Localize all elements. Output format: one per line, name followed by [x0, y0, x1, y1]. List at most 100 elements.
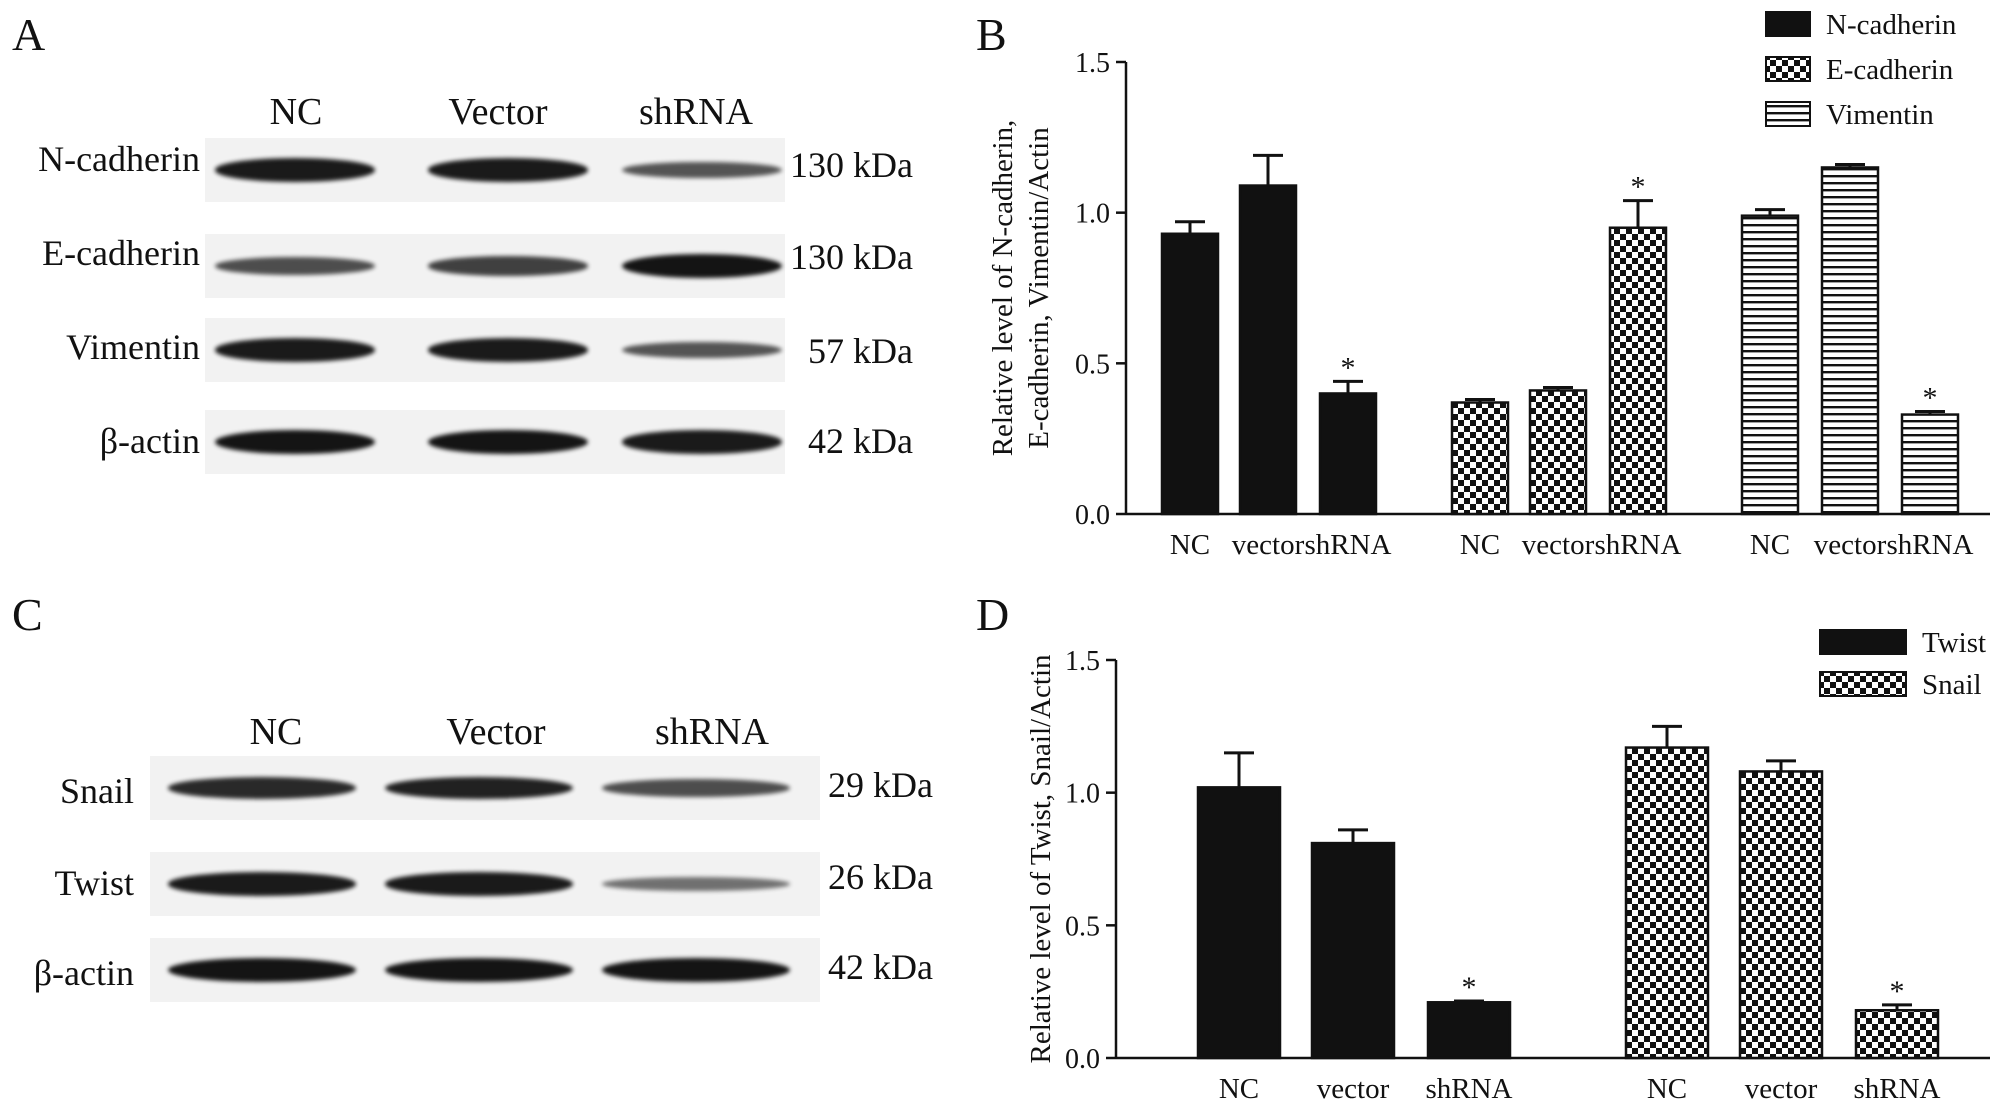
blot-band	[385, 872, 573, 896]
legend-label: Vimentin	[1826, 99, 1934, 131]
blot-c-lane-nc: NC	[249, 711, 303, 753]
bar	[1854, 1008, 1940, 1060]
blot-band	[622, 341, 782, 359]
panel-a-letter: A	[12, 9, 46, 60]
blot-a-row-label: Vimentin	[66, 327, 200, 367]
bar	[1528, 389, 1588, 516]
blot-c-lane-vector: Vector	[446, 711, 546, 753]
blot-a-lane-vector: Vector	[448, 91, 548, 133]
legend-label: Twist	[1922, 627, 1986, 659]
significance-star: *	[1462, 971, 1477, 1004]
blot-band	[602, 877, 790, 891]
y-tick-label: 0.0	[1075, 500, 1110, 531]
blot-band	[168, 777, 356, 799]
legend-swatch	[1819, 671, 1907, 697]
blot-c-kda: 29 kDa	[828, 765, 933, 805]
blot-band	[602, 958, 790, 982]
x-tick-label: vector	[1745, 1073, 1818, 1105]
blot-a-lane-nc: NC	[269, 91, 323, 133]
blot-c-kda: 42 kDa	[828, 947, 933, 987]
significance-star: *	[1631, 171, 1646, 204]
blot-band	[428, 338, 588, 362]
x-tick-label: vector	[1317, 1073, 1390, 1105]
blot-band	[428, 430, 588, 454]
blot-c-kda: 26 kDa	[828, 857, 933, 897]
blot-a-kda: 130 kDa	[790, 237, 913, 277]
chart-b: 0.0 0.5 1.0 1.5 Relative level of N-cadherin…	[987, 9, 1990, 561]
y-tick-label: 0.5	[1065, 911, 1100, 942]
blot-band	[622, 254, 782, 278]
bar	[1450, 401, 1510, 516]
panel-b-letter: B	[976, 9, 1007, 60]
blot-band	[215, 338, 375, 362]
legend-label: E-cadherin	[1826, 54, 1954, 86]
blot-band	[385, 958, 573, 982]
x-tick-label: shRNA	[1304, 529, 1391, 561]
bar	[1740, 214, 1800, 516]
panel-c-letter: C	[12, 589, 43, 640]
legend-label: Snail	[1922, 669, 1982, 701]
x-tick-label: shRNA	[1886, 529, 1973, 561]
bar	[1624, 746, 1710, 1060]
blot-a-lane-shrna: shRNA	[638, 91, 754, 133]
x-tick-label: shRNA	[1425, 1073, 1512, 1105]
chart-d: 0.0 0.5 1.0 1.5 Relative level of Twist, Sna…	[1025, 627, 1990, 1105]
bar	[1196, 786, 1282, 1060]
bar	[1608, 226, 1668, 516]
y-tick-label: 1.0	[1075, 199, 1110, 230]
y-axis-label: Relative level of N-cadherin,	[987, 120, 1019, 457]
y-tick-label: 1.5	[1065, 646, 1100, 677]
y-tick-label: 1.0	[1065, 779, 1100, 810]
blot-a-kda: 57 kDa	[808, 331, 913, 371]
bar	[1738, 770, 1824, 1060]
blot-c-row-label: Twist	[54, 863, 135, 903]
x-tick-label: NC	[1170, 529, 1210, 561]
bar	[1900, 413, 1960, 516]
blot-band	[622, 430, 782, 454]
blot-band	[215, 158, 375, 182]
x-tick-label: shRNA	[1853, 1073, 1940, 1105]
blot-a-kda: 42 kDa	[808, 421, 913, 461]
significance-star: *	[1341, 351, 1356, 384]
y-tick-label: 0.5	[1075, 349, 1110, 380]
legend-swatch	[1765, 11, 1811, 37]
legend-swatch	[1819, 629, 1907, 655]
bar	[1238, 184, 1298, 516]
blot-band	[168, 958, 356, 982]
y-axis-label: Relative level of Twist, Snail/Actin	[1025, 654, 1057, 1064]
bar	[1310, 841, 1396, 1060]
x-tick-label: NC	[1219, 1073, 1259, 1105]
blot-a-row-label: N-cadherin	[38, 139, 200, 179]
blot-a-row-label: β-actin	[99, 421, 200, 461]
bar	[1820, 166, 1880, 516]
blot-band	[428, 256, 588, 276]
y-tick-label: 0.0	[1065, 1044, 1100, 1075]
blot-band	[215, 430, 375, 454]
y-tick-label: 1.5	[1075, 48, 1110, 79]
blot-c-row-label: Snail	[59, 771, 134, 811]
bar	[1426, 1001, 1512, 1060]
legend-swatch	[1765, 101, 1811, 127]
legend-swatch	[1765, 56, 1811, 82]
blot-band	[168, 872, 356, 896]
y-axis-label: E-cadherin, Vimentin/Actin	[1023, 127, 1055, 449]
significance-star: *	[1923, 382, 1938, 415]
blot-c-lane-shrna: shRNA	[654, 711, 770, 753]
blot-band	[428, 158, 588, 182]
blot-band	[385, 776, 573, 800]
blot-a-kda: 130 kDa	[790, 145, 913, 185]
x-tick-label: shRNA	[1594, 529, 1681, 561]
x-tick-label: vector	[1232, 529, 1305, 561]
blot-a-row-label: E-cadherin	[42, 233, 200, 273]
x-tick-label: NC	[1460, 529, 1500, 561]
x-tick-label: NC	[1647, 1073, 1687, 1105]
x-tick-label: vector	[1522, 529, 1595, 561]
blot-band	[215, 257, 375, 275]
legend-label: N-cadherin	[1826, 9, 1957, 41]
significance-star: *	[1890, 975, 1905, 1008]
bar	[1160, 232, 1220, 516]
blot-band	[622, 161, 782, 179]
x-tick-label: NC	[1750, 529, 1790, 561]
blot-band	[602, 779, 790, 797]
panel-d-letter: D	[976, 589, 1010, 640]
